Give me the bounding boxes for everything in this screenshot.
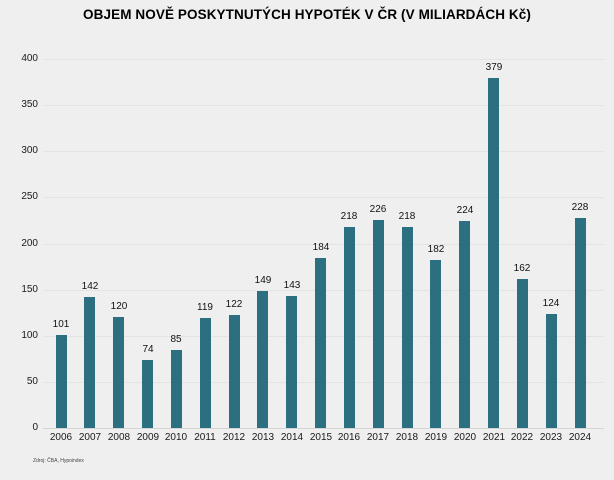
bar-value-label: 124 xyxy=(542,298,560,309)
y-axis-tick-label: 200 xyxy=(21,238,38,249)
bar-value-label: 184 xyxy=(312,242,330,253)
bar-value-label: 143 xyxy=(283,280,301,291)
bar-2011 xyxy=(200,318,211,428)
gridline xyxy=(43,197,604,198)
y-axis-tick-label: 350 xyxy=(21,99,38,110)
bar-2020 xyxy=(459,221,470,428)
bar-value-label: 119 xyxy=(197,302,213,313)
bar-value-label: 224 xyxy=(456,205,474,216)
bar-value-label: 162 xyxy=(513,263,531,274)
bar-value-label: 142 xyxy=(81,281,99,292)
x-axis-tick-label: 2024 xyxy=(568,432,592,443)
x-axis-tick-label: 2022 xyxy=(510,432,534,443)
x-axis-tick-label: 2018 xyxy=(395,432,419,443)
bar-value-label: 182 xyxy=(427,244,445,255)
x-axis-tick-label: 2020 xyxy=(453,432,477,443)
x-axis-tick-label: 2021 xyxy=(482,432,506,443)
bar-value-label: 101 xyxy=(52,319,70,330)
bar-2015 xyxy=(315,258,326,428)
bar-2018 xyxy=(402,227,413,428)
source-note: Zdroj: ČBA, Hypoindex xyxy=(33,458,84,464)
x-axis-tick-label: 2012 xyxy=(222,432,246,443)
gridline xyxy=(43,151,604,152)
x-axis-tick-label: 2009 xyxy=(136,432,160,443)
y-axis-tick-label: 300 xyxy=(21,145,38,156)
bar-value-label: 149 xyxy=(254,275,272,286)
bar-2013 xyxy=(257,291,268,428)
x-axis-tick-label: 2008 xyxy=(107,432,131,443)
x-axis-tick-label: 2019 xyxy=(424,432,448,443)
bar-2022 xyxy=(517,279,528,428)
bar-value-label: 85 xyxy=(170,334,182,345)
x-axis-line xyxy=(43,428,604,429)
bar-2023 xyxy=(546,314,557,428)
bar-2024 xyxy=(575,218,586,428)
y-axis-tick-label: 150 xyxy=(21,284,38,295)
x-axis-tick-label: 2014 xyxy=(280,432,304,443)
bar-value-label: 218 xyxy=(398,211,416,222)
bar-2007 xyxy=(84,297,95,428)
bar-2009 xyxy=(142,360,153,428)
bar-2021 xyxy=(488,78,499,428)
x-axis-tick-label: 2015 xyxy=(309,432,333,443)
x-axis-tick-label: 2006 xyxy=(49,432,73,443)
bar-value-label: 218 xyxy=(340,211,358,222)
x-axis-tick-label: 2023 xyxy=(539,432,563,443)
bar-value-label: 74 xyxy=(142,344,154,355)
bar-value-label: 122 xyxy=(225,299,243,310)
bar-value-label: 120 xyxy=(110,301,128,312)
gridline xyxy=(43,105,604,106)
bar-value-label: 228 xyxy=(571,202,589,213)
x-axis-tick-label: 2013 xyxy=(251,432,275,443)
gridline xyxy=(43,244,604,245)
bar-2010 xyxy=(171,350,182,428)
bar-2019 xyxy=(430,260,441,428)
y-axis-tick-label: 50 xyxy=(26,376,38,387)
bar-2017 xyxy=(373,220,384,428)
bar-2006 xyxy=(56,335,67,428)
x-axis-tick-label: 2011 xyxy=(194,432,216,443)
bar-value-label: 379 xyxy=(485,62,503,73)
y-axis-tick-label: 400 xyxy=(21,53,38,64)
bar-2008 xyxy=(113,317,124,428)
y-axis-tick-label: 100 xyxy=(21,330,38,341)
y-axis-tick-label: 250 xyxy=(21,191,38,202)
x-axis-tick-label: 2010 xyxy=(164,432,188,443)
chart-title: OBJEM NOVĚ POSKYTNUTÝCH HYPOTÉK V ČR (V … xyxy=(83,7,531,22)
y-axis-tick-label: 0 xyxy=(32,422,38,433)
x-axis-tick-label: 2007 xyxy=(78,432,102,443)
x-axis-tick-label: 2016 xyxy=(337,432,361,443)
bar-2016 xyxy=(344,227,355,428)
bar-2012 xyxy=(229,315,240,428)
bar-value-label: 226 xyxy=(369,204,387,215)
bar-2014 xyxy=(286,296,297,428)
gridline xyxy=(43,59,604,60)
x-axis-tick-label: 2017 xyxy=(366,432,390,443)
